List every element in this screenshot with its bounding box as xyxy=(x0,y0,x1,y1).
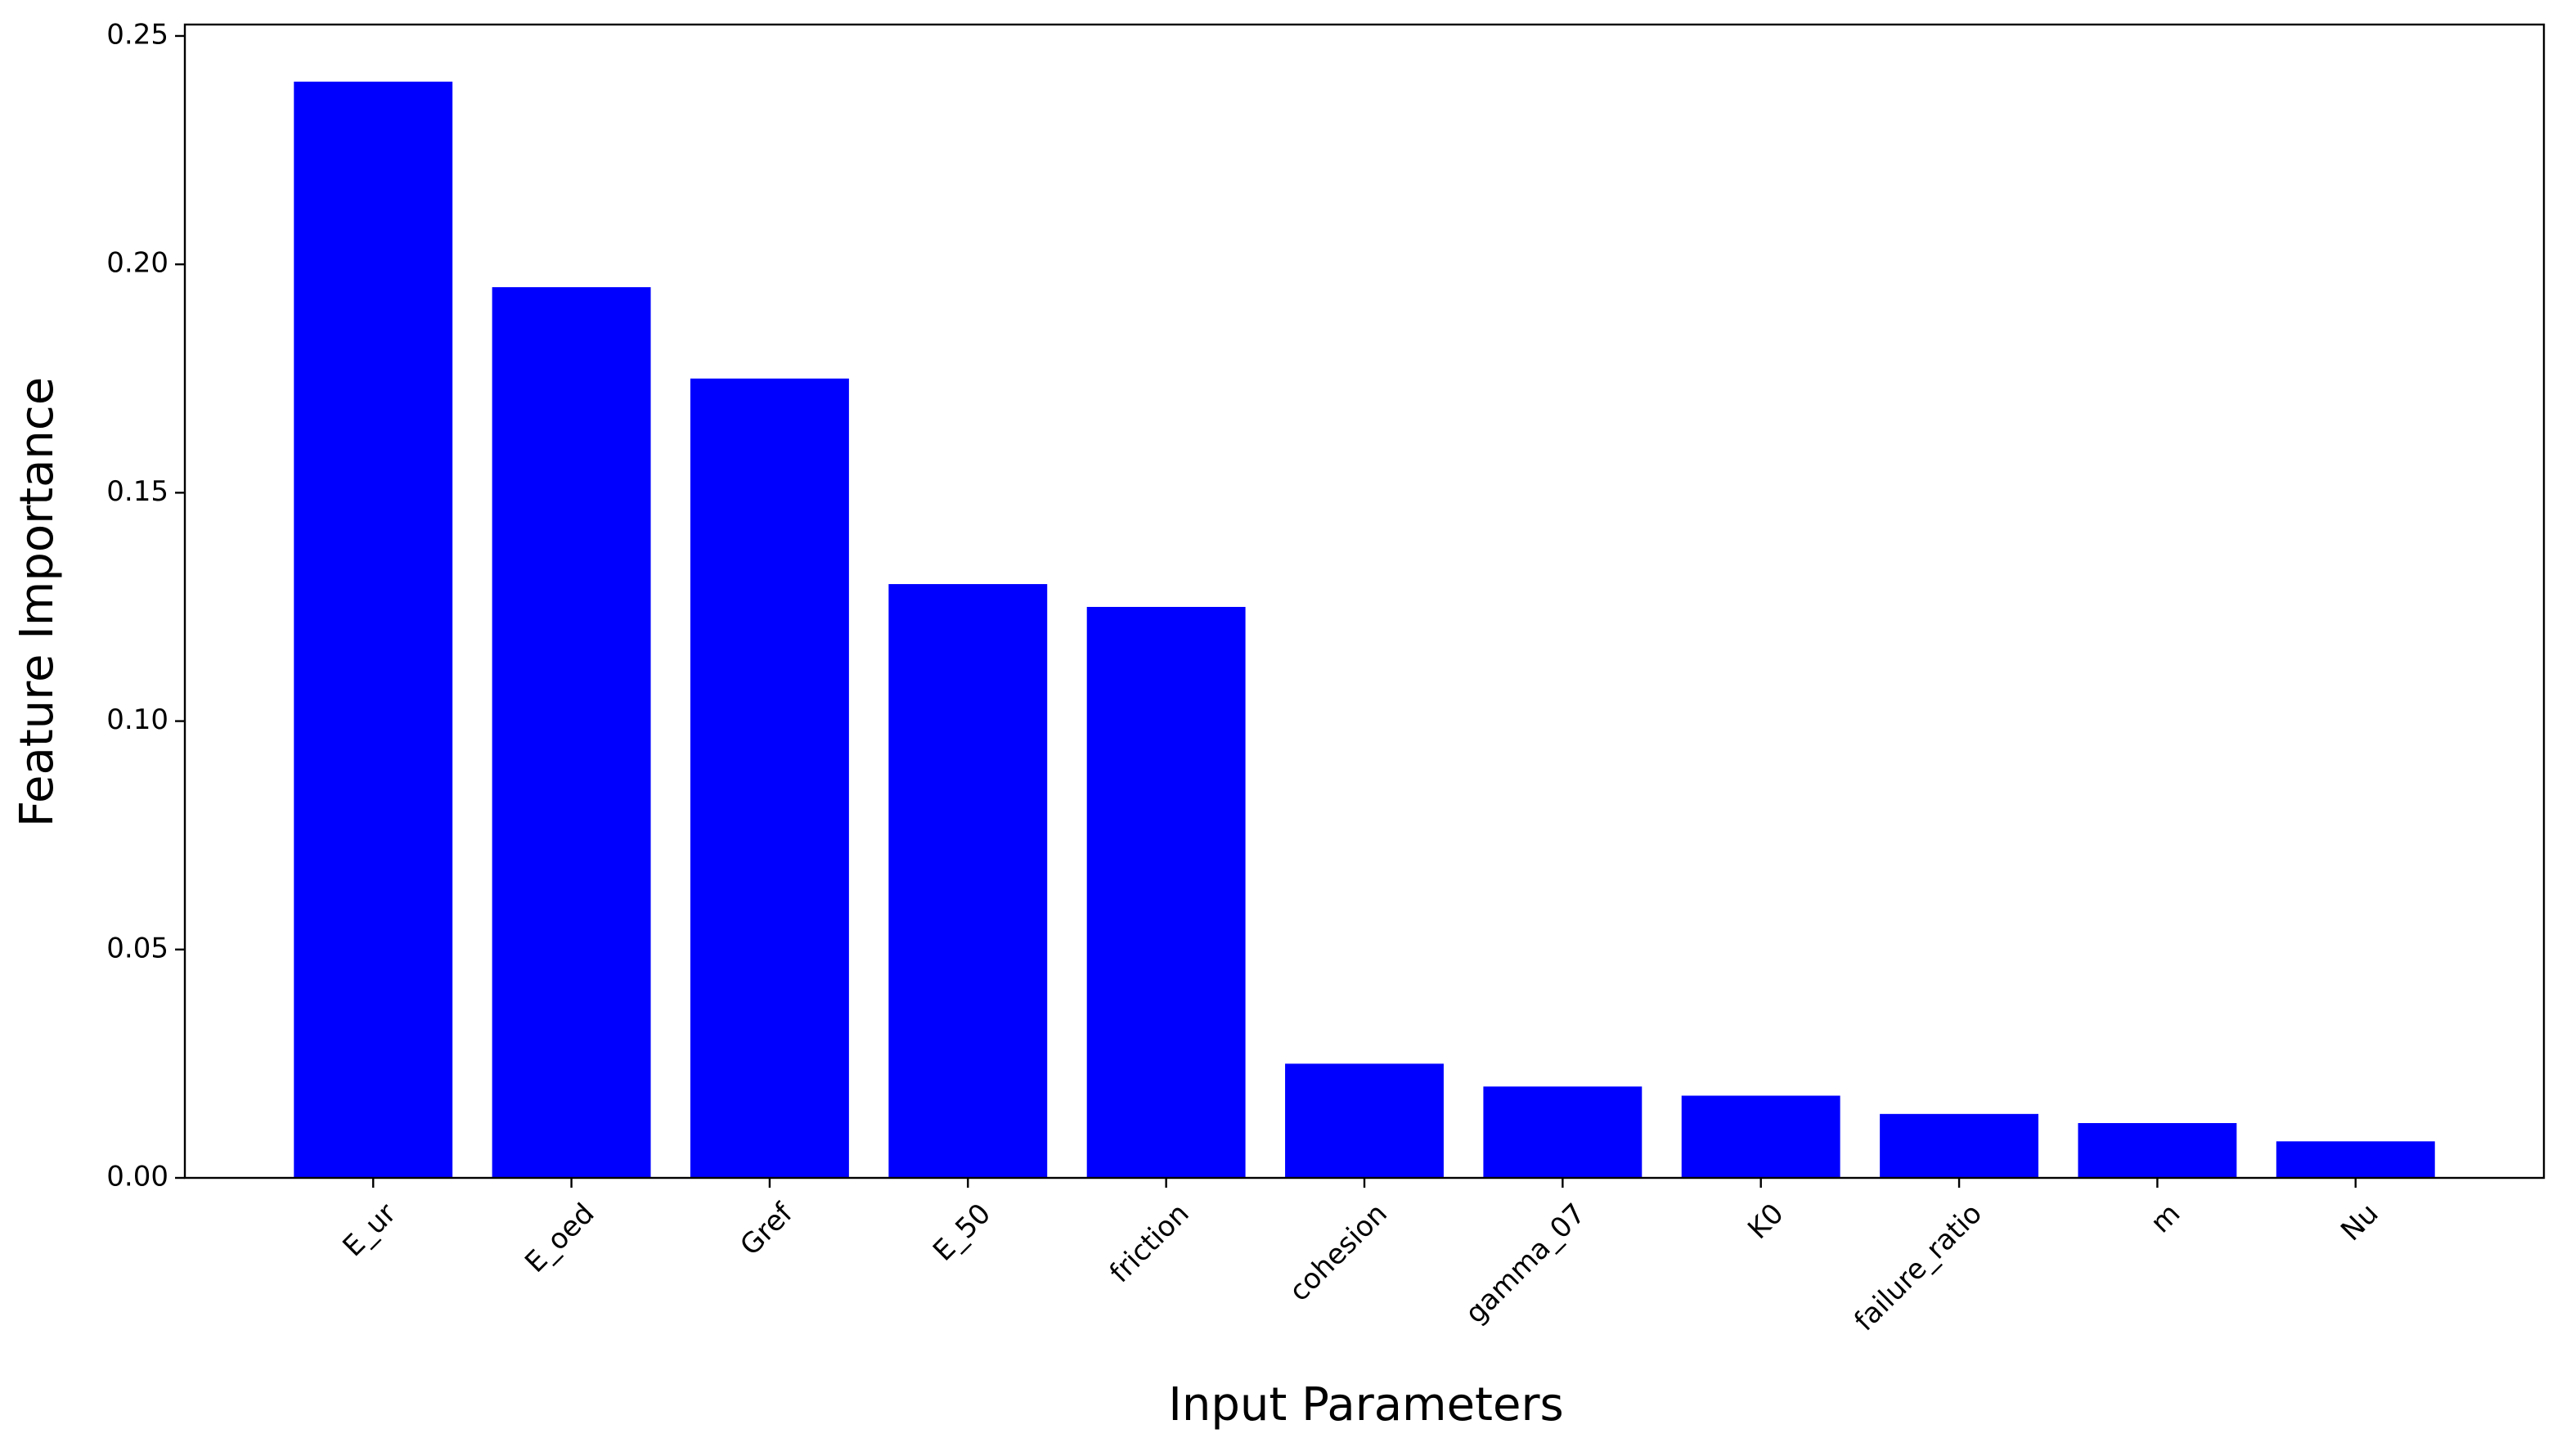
y-tick-label: 0.25 xyxy=(106,18,169,51)
y-axis-label: Feature Importance xyxy=(11,377,64,827)
x-tick-label: cohesion xyxy=(1283,1198,1393,1308)
x-axis-label: Input Parameters xyxy=(1168,1378,1563,1431)
x-tick-label: m xyxy=(2145,1198,2187,1240)
y-tick-label: 0.00 xyxy=(106,1161,169,1193)
y-tick-label: 0.20 xyxy=(106,247,169,280)
x-tick-label: failure_ratio xyxy=(1848,1198,1989,1338)
bar xyxy=(294,81,453,1178)
y-tick-label: 0.15 xyxy=(106,475,169,508)
bar xyxy=(2078,1122,2237,1178)
bar xyxy=(492,287,651,1178)
x-tick-label: K0 xyxy=(1741,1198,1790,1246)
y-tick-label: 0.05 xyxy=(106,932,169,964)
x-tick-label: gamma_07 xyxy=(1459,1198,1592,1330)
bar xyxy=(2276,1141,2435,1178)
bar xyxy=(1086,606,1246,1178)
x-tick-label: E_50 xyxy=(927,1198,997,1268)
y-tick-label: 0.10 xyxy=(106,703,169,736)
bar xyxy=(1285,1063,1444,1178)
x-tick-label: Gref xyxy=(734,1197,799,1262)
bar xyxy=(888,584,1048,1178)
bar xyxy=(1681,1095,1840,1178)
x-tick-label: E_ur xyxy=(337,1198,403,1264)
plot-frame xyxy=(183,23,2546,1180)
bar xyxy=(1483,1086,1643,1178)
bar xyxy=(690,378,849,1178)
x-tick-label: Nu xyxy=(2335,1198,2385,1248)
bar xyxy=(1880,1113,2038,1178)
x-tick-label: E_oed xyxy=(519,1198,600,1279)
x-tick-label: friction xyxy=(1103,1198,1196,1290)
